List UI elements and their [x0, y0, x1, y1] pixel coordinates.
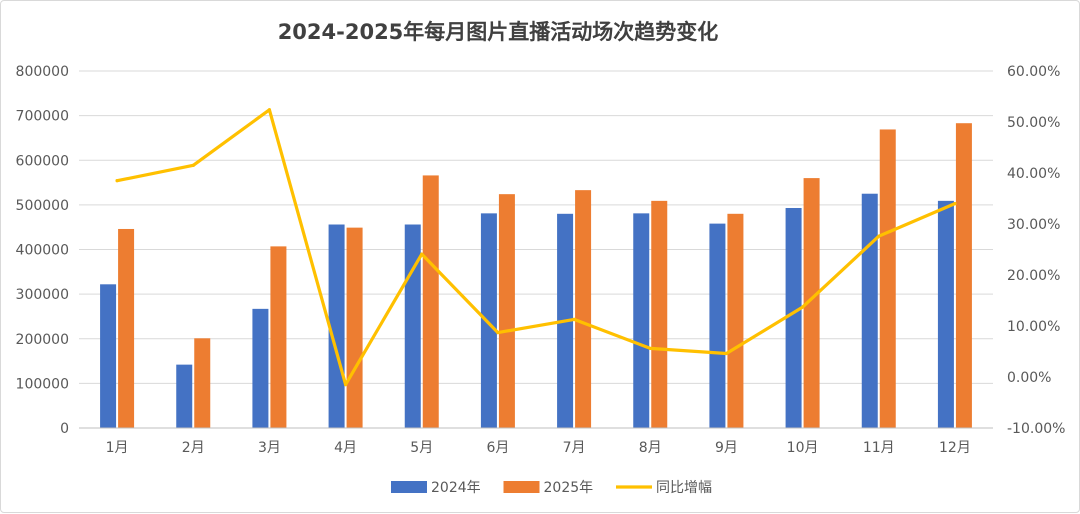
bar-2024年-9月 [709, 223, 726, 428]
legend-label: 2025年 [544, 480, 594, 496]
line-point-12月 [953, 202, 957, 206]
x-axis-tick-label: 4月 [334, 440, 357, 456]
bar-2024年-10月 [785, 207, 802, 428]
bar-2025年-10月 [803, 178, 820, 428]
bar-2024年-3月 [252, 308, 269, 428]
bar-2024年-6月 [480, 213, 497, 428]
left-axis-tick-label: 700000 [16, 109, 69, 125]
legend-swatch-2025年 [503, 481, 540, 493]
left-axis-tick-label: 100000 [16, 376, 69, 392]
x-axis-tick-label: 8月 [639, 440, 662, 456]
bar-2025年-4月 [346, 227, 363, 428]
left-axis-tick-label: 800000 [16, 64, 69, 80]
right-axis-tick-label: 20.00% [1007, 268, 1060, 284]
bar-2025年-6月 [498, 194, 515, 428]
bar-2024年-1月 [100, 284, 117, 428]
right-axis-tick-label: 10.00% [1007, 319, 1060, 335]
left-y-axis: 0 100000 200000 300000 400000 500000 600000 700… [16, 64, 69, 437]
bar-2025年-7月 [575, 190, 592, 428]
bar-2025年-3月 [270, 246, 287, 428]
left-axis-tick-label: 500000 [16, 198, 69, 214]
right-axis-tick-label: -10.00% [1007, 421, 1065, 437]
left-axis-tick-label: 600000 [16, 153, 69, 169]
line-point-6月 [496, 331, 500, 335]
legend-label: 同比增幅 [656, 480, 712, 496]
right-y-axis: -10.00% 0.00% 10.00% 20.00% 30.00% 40.00% 50.0… [1007, 64, 1065, 437]
x-axis-tick-label: 11月 [863, 440, 895, 456]
chart-title: 2024-2025年每月图片直播活动场次趋势变化 [278, 20, 719, 44]
legend: 2024年 2025年 同比增幅 [391, 480, 712, 496]
bar-2024年-8月 [633, 213, 650, 428]
x-axis-tick-label: 2月 [182, 440, 205, 456]
line-point-8月 [648, 346, 652, 351]
x-axis-tick-label: 12月 [939, 440, 971, 456]
bar-2024年-5月 [404, 224, 421, 428]
x-axis-tick-label: 6月 [486, 440, 509, 456]
bar-2024年-11月 [861, 193, 878, 428]
bar-series [100, 123, 972, 429]
left-axis-tick-label: 200000 [16, 332, 69, 348]
line-同比增幅 [115, 108, 957, 387]
line-point-11月 [877, 234, 881, 238]
x-axis-tick-label: 10月 [787, 440, 819, 456]
x-axis: 1月 2月 3月 4月 5月 6月 7月 8月 9月 10月 11月 12月 [79, 427, 993, 456]
bar-2024年-4月 [328, 224, 345, 428]
gridlines [79, 70, 993, 384]
right-axis-tick-label: 50.00% [1007, 115, 1060, 131]
line-point-2月 [191, 163, 195, 167]
line-series [115, 108, 957, 387]
bar-2025年-2月 [194, 338, 211, 428]
legend-label: 2024年 [431, 480, 481, 496]
right-axis-tick-label: 60.00% [1007, 64, 1060, 80]
right-axis-tick-label: 30.00% [1007, 217, 1060, 233]
x-axis-tick-label: 9月 [715, 440, 738, 456]
bar-2025年-9月 [727, 213, 744, 428]
bar-2025年-8月 [651, 200, 668, 428]
right-axis-tick-label: 0.00% [1007, 370, 1051, 386]
x-axis-tick-label: 5月 [410, 440, 433, 456]
bar-2024年-12月 [937, 200, 954, 428]
x-axis-tick-label: 3月 [258, 440, 281, 456]
left-axis-tick-label: 300000 [16, 287, 69, 303]
x-axis-tick-label: 1月 [106, 440, 129, 456]
left-axis-tick-label: 0 [60, 421, 69, 437]
line-point-5月 [420, 252, 424, 256]
line-point-1月 [115, 179, 119, 183]
bar-2025年-11月 [879, 129, 896, 429]
left-axis-tick-label: 400000 [16, 243, 69, 259]
line-point-3月 [267, 108, 272, 112]
right-axis-tick-label: 40.00% [1007, 166, 1060, 182]
bar-2025年-1月 [118, 228, 135, 428]
bar-2024年-2月 [176, 364, 193, 428]
x-axis-tick-label: 7月 [563, 440, 586, 456]
line-point-9月 [724, 351, 729, 356]
bar-2025年-12月 [955, 123, 972, 429]
bar-2025年-5月 [422, 175, 439, 428]
line-point-7月 [572, 317, 576, 321]
legend-swatch-2024年 [391, 481, 427, 493]
line-point-4月 [343, 383, 348, 387]
line-point-10月 [800, 305, 805, 309]
